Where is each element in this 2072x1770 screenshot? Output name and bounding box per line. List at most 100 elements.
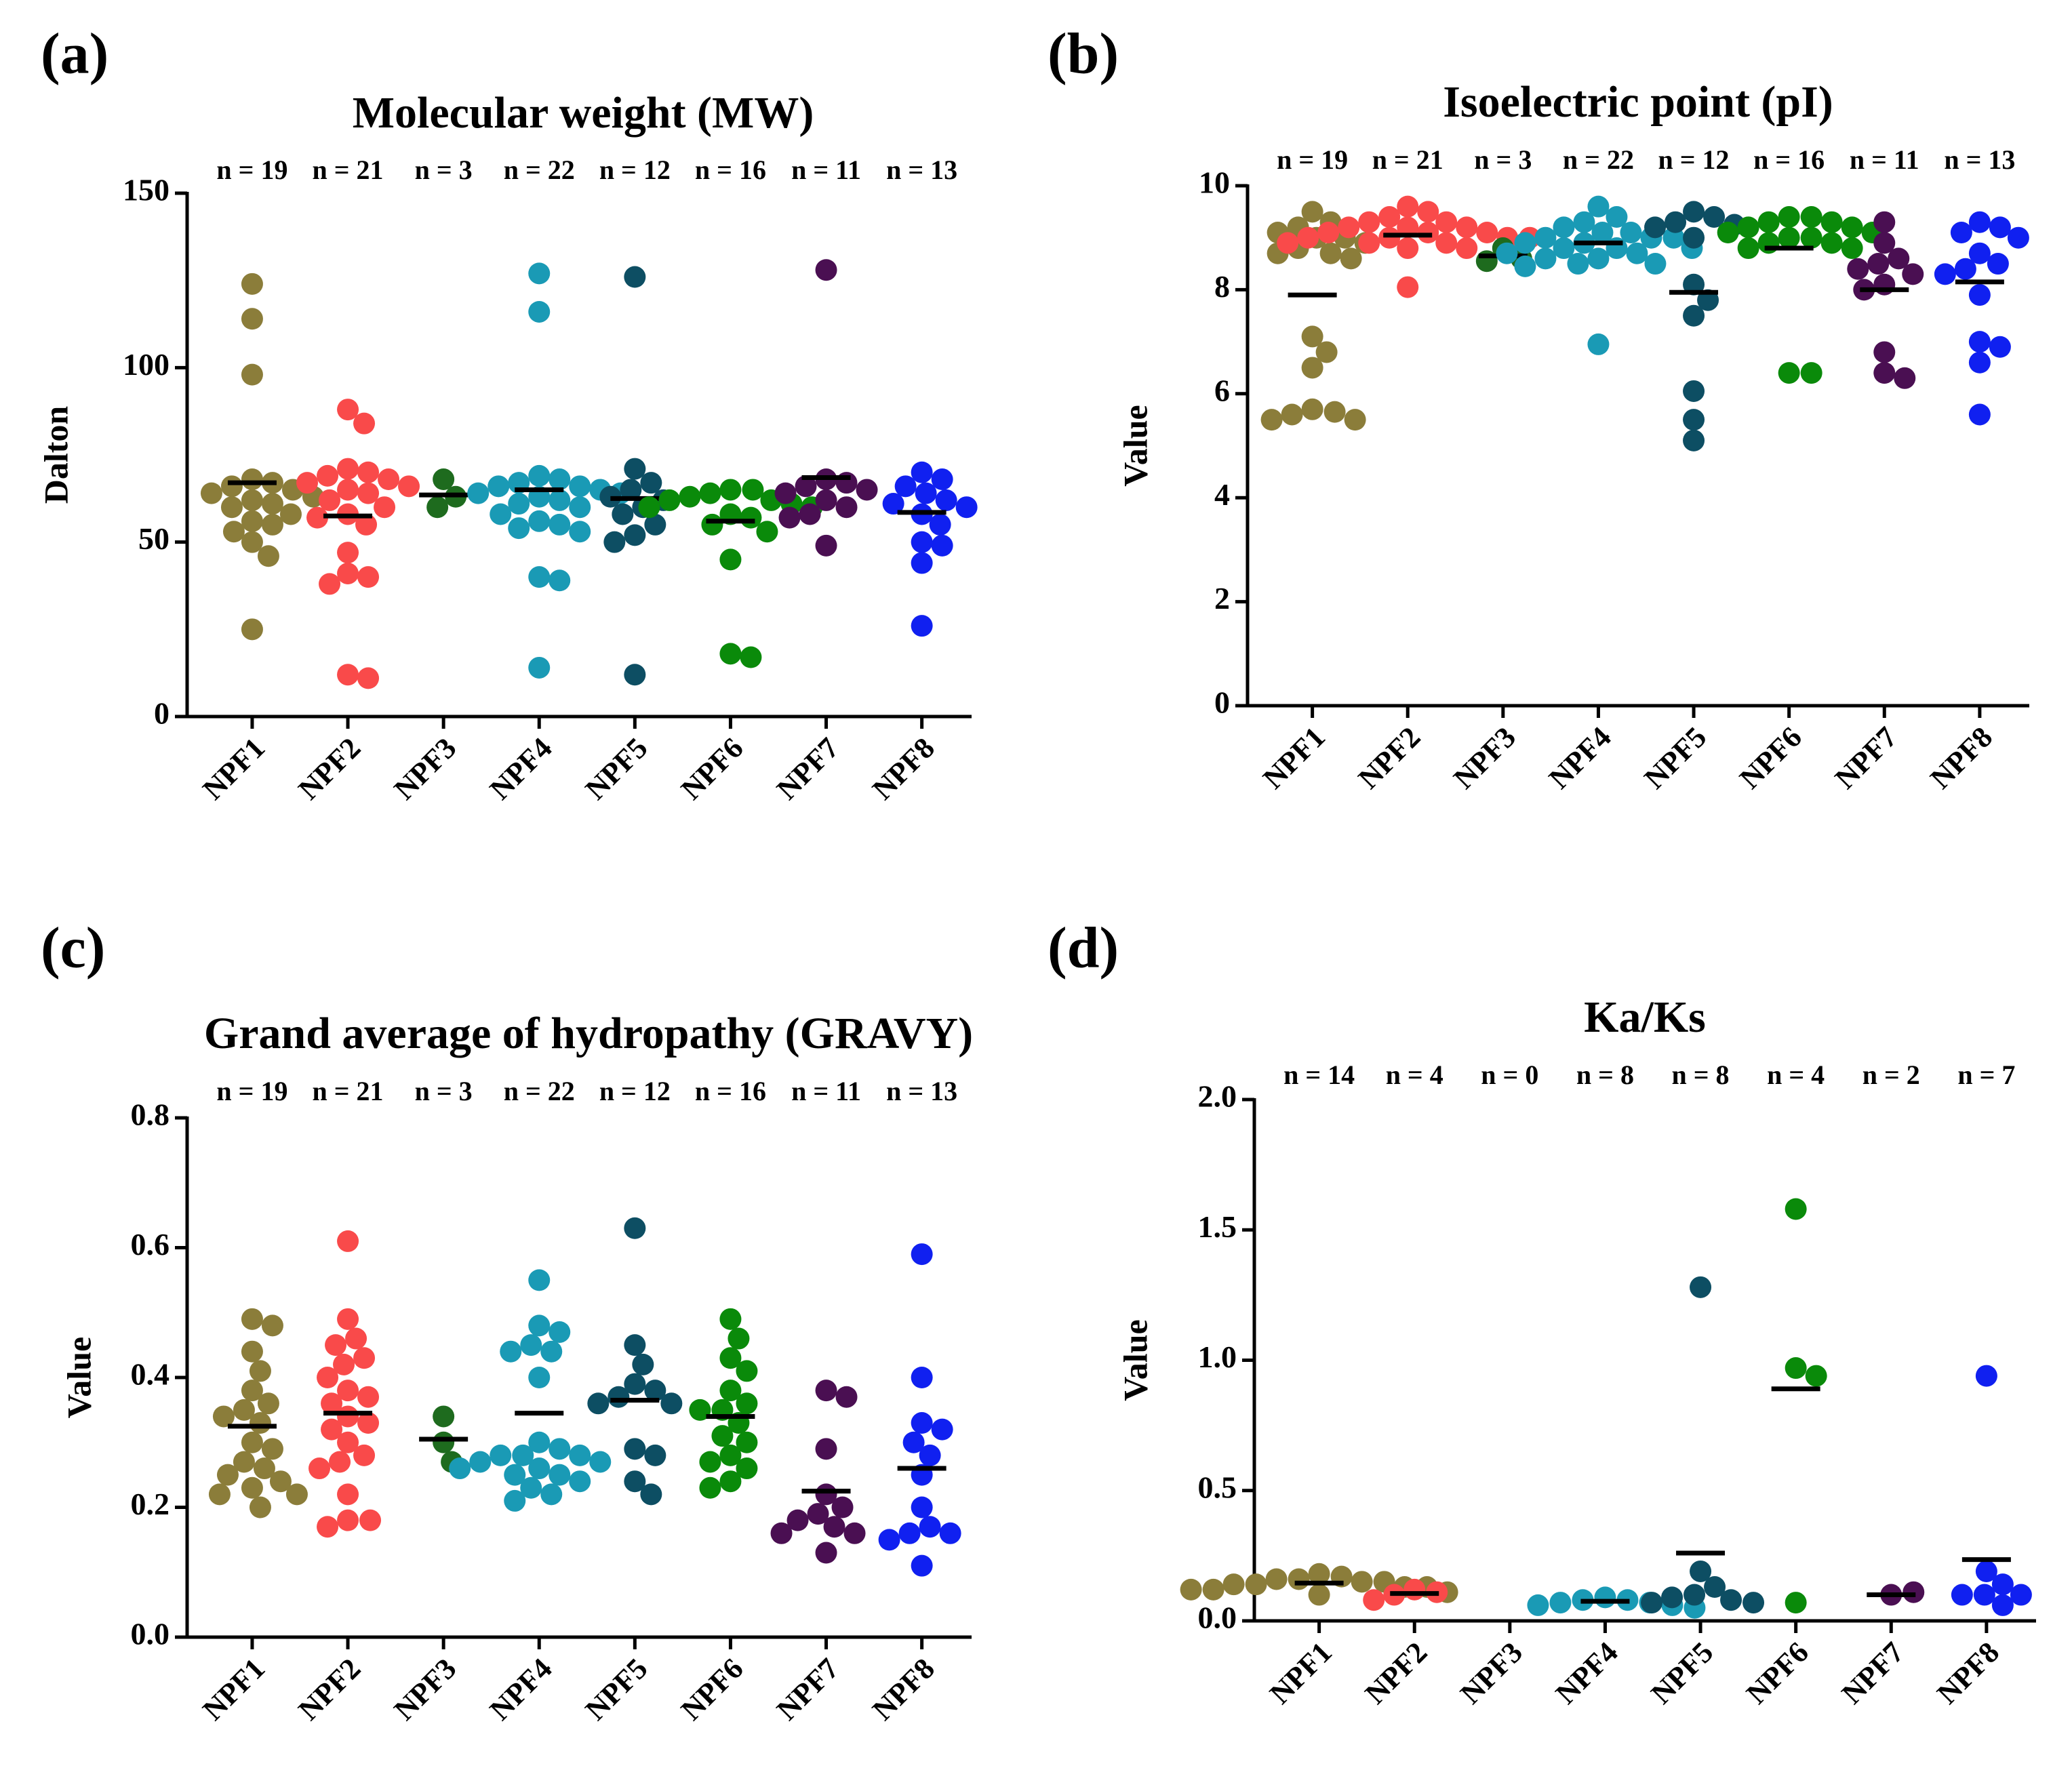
x-tick-label: NPF4 bbox=[1549, 1636, 1625, 1711]
y-tick-label: 0 bbox=[154, 696, 170, 731]
data-point bbox=[528, 300, 551, 323]
data-point bbox=[520, 1334, 542, 1356]
data-point bbox=[528, 1269, 551, 1291]
data-point bbox=[1683, 429, 1705, 451]
data-point bbox=[660, 1392, 683, 1415]
data-point bbox=[279, 503, 302, 525]
n-label: n = 16 bbox=[695, 1076, 766, 1106]
x-tick-label: NPF5 bbox=[579, 731, 654, 807]
data-point bbox=[640, 472, 662, 494]
panel: (a) Molecular weight (MW) Dalton 0 50 100 150 N… bbox=[37, 21, 978, 807]
data-point bbox=[1403, 1578, 1426, 1601]
data-point bbox=[426, 496, 449, 519]
data-point bbox=[355, 513, 378, 536]
data-point bbox=[603, 531, 626, 553]
n-label: n = 19 bbox=[216, 1076, 287, 1106]
panel-label: (c) bbox=[41, 915, 105, 980]
y-tick-label: 1.0 bbox=[1198, 1340, 1237, 1374]
data-point bbox=[719, 548, 742, 571]
data-point bbox=[620, 479, 642, 501]
data-point bbox=[253, 1457, 275, 1480]
data-point bbox=[1641, 1592, 1663, 1614]
n-label: n = 21 bbox=[313, 1076, 384, 1106]
x-tick-label: NPF1 bbox=[1263, 1636, 1338, 1711]
data-point bbox=[241, 489, 263, 511]
n-label: n = 11 bbox=[791, 155, 861, 185]
data-point bbox=[742, 479, 764, 501]
data-point bbox=[831, 1496, 854, 1518]
data-point bbox=[321, 1392, 343, 1415]
data-point bbox=[319, 573, 341, 595]
data-point bbox=[843, 1522, 866, 1544]
y-tick-label: 50 bbox=[138, 521, 170, 556]
data-point bbox=[261, 1438, 283, 1460]
n-label: n = 21 bbox=[1372, 144, 1443, 175]
data-point bbox=[357, 667, 380, 689]
data-point bbox=[719, 1380, 742, 1402]
data-point bbox=[1397, 195, 1419, 218]
data-point bbox=[378, 468, 400, 491]
data-point bbox=[549, 569, 571, 592]
y-tick-label: 0.6 bbox=[131, 1227, 170, 1262]
data-point bbox=[528, 510, 551, 532]
x-tick-label: NPF8 bbox=[1930, 1636, 2006, 1711]
data-point bbox=[1661, 1586, 1684, 1609]
data-point bbox=[774, 482, 797, 504]
data-point bbox=[911, 1367, 933, 1388]
data-point bbox=[1587, 333, 1610, 355]
data-point bbox=[1785, 1357, 1807, 1380]
x-tick-label: NPF7 bbox=[1829, 721, 1904, 796]
data-point bbox=[469, 1451, 492, 1473]
data-point bbox=[1301, 325, 1323, 348]
data-point bbox=[701, 513, 723, 536]
data-point bbox=[1975, 1560, 1997, 1582]
data-point bbox=[569, 475, 591, 498]
data-point bbox=[504, 1464, 526, 1486]
data-point bbox=[1968, 403, 1991, 426]
data-point bbox=[1951, 1584, 1973, 1606]
data-point bbox=[1987, 253, 2009, 275]
data-point bbox=[807, 1503, 829, 1525]
data-point bbox=[241, 1476, 263, 1499]
data-point bbox=[1644, 216, 1667, 239]
n-label: n = 12 bbox=[1658, 144, 1730, 175]
data-point bbox=[1873, 273, 1896, 296]
y-tick-label: 150 bbox=[123, 173, 170, 207]
chart-title: Grand average of hydropathy (GRAVY) bbox=[204, 1009, 973, 1058]
data-point bbox=[823, 1516, 845, 1538]
y-tick-label: 0.5 bbox=[1198, 1470, 1237, 1504]
n-label: n = 7 bbox=[1957, 1060, 2015, 1090]
data-point bbox=[1363, 1589, 1385, 1611]
data-point bbox=[699, 1451, 721, 1473]
data-point bbox=[902, 1431, 925, 1453]
n-label: n = 8 bbox=[1672, 1060, 1730, 1090]
data-point bbox=[490, 1444, 512, 1466]
data-point bbox=[337, 562, 359, 584]
data-point bbox=[795, 475, 817, 498]
data-point bbox=[644, 513, 666, 536]
data-point bbox=[233, 1399, 255, 1421]
x-tick-label: NPF3 bbox=[388, 731, 463, 807]
data-point bbox=[1573, 211, 1595, 233]
data-point bbox=[1968, 211, 1991, 233]
data-point bbox=[815, 259, 837, 281]
data-point bbox=[1553, 216, 1575, 239]
data-point bbox=[1288, 1568, 1310, 1590]
data-point bbox=[624, 1217, 646, 1239]
x-tick-label: NPF3 bbox=[1454, 1636, 1529, 1711]
data-point bbox=[1717, 222, 1739, 244]
n-label: n = 22 bbox=[504, 155, 575, 185]
data-point bbox=[569, 1470, 591, 1493]
data-point bbox=[1968, 284, 1991, 306]
data-point bbox=[1683, 304, 1705, 327]
data-point bbox=[894, 475, 917, 498]
x-tick-label: NPF1 bbox=[196, 1652, 271, 1727]
data-point bbox=[1587, 247, 1610, 270]
data-point bbox=[208, 1483, 231, 1506]
n-label: n = 13 bbox=[886, 1076, 957, 1106]
x-tick-label: NPF2 bbox=[292, 1652, 367, 1727]
data-point bbox=[736, 1457, 758, 1480]
x-tick-label: NPF6 bbox=[1733, 721, 1808, 796]
data-point bbox=[1591, 222, 1614, 244]
data-point bbox=[337, 1483, 359, 1506]
